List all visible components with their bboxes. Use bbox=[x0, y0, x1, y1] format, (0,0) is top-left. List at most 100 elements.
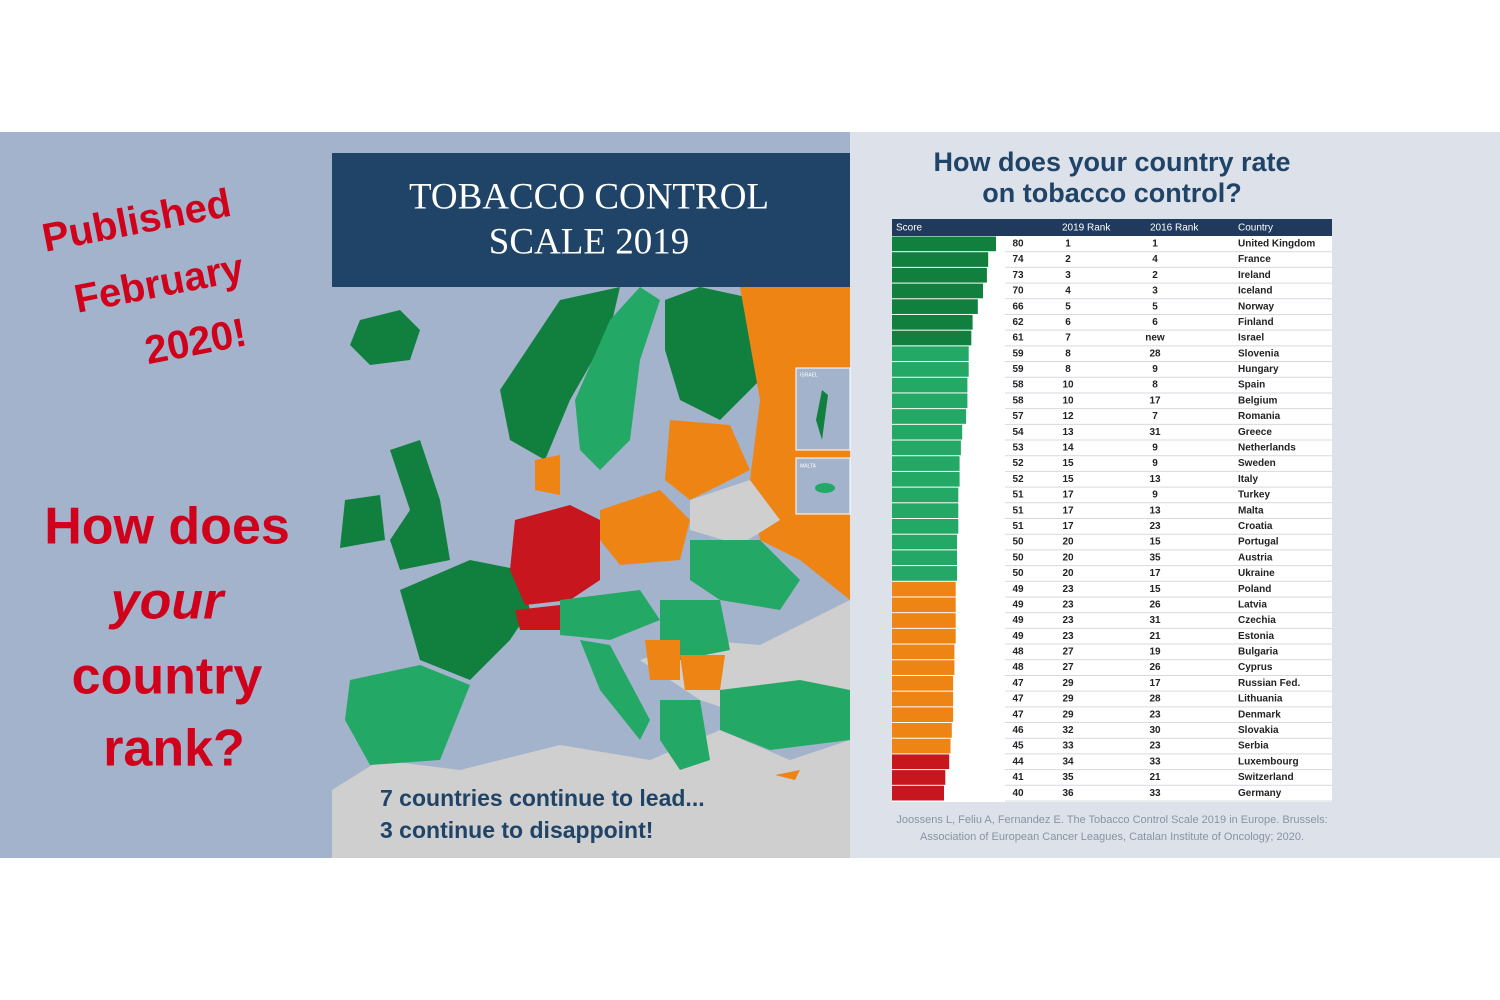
greece bbox=[660, 700, 710, 770]
score: 49 bbox=[1012, 615, 1024, 626]
country: Denmark bbox=[1238, 709, 1281, 720]
score-bar bbox=[892, 675, 954, 691]
question-line: How does bbox=[44, 498, 290, 556]
country: Slovenia bbox=[1238, 348, 1280, 359]
rank-2016: new bbox=[1145, 333, 1165, 344]
score-bar bbox=[892, 503, 959, 518]
rank-2019: 4 bbox=[1065, 286, 1071, 297]
score: 73 bbox=[1012, 270, 1024, 281]
country: Ukraine bbox=[1238, 568, 1275, 579]
score-bar bbox=[892, 236, 996, 252]
score: 51 bbox=[1012, 490, 1024, 501]
score: 70 bbox=[1012, 286, 1024, 297]
rank-2019: 33 bbox=[1062, 741, 1074, 752]
belarus bbox=[690, 480, 780, 545]
score-bar bbox=[892, 267, 987, 283]
rank-2019: 29 bbox=[1062, 694, 1074, 705]
score: 49 bbox=[1012, 631, 1024, 642]
iceland bbox=[350, 310, 420, 365]
score: 50 bbox=[1012, 552, 1024, 563]
score: 62 bbox=[1012, 317, 1024, 328]
score-bar bbox=[892, 471, 960, 487]
question-line: your bbox=[108, 573, 226, 631]
score-bar bbox=[892, 424, 963, 440]
ukraine bbox=[690, 540, 800, 610]
rank-2016: 23 bbox=[1149, 521, 1161, 532]
score-bar bbox=[892, 330, 972, 346]
rank-2016: 7 bbox=[1152, 411, 1158, 422]
score: 48 bbox=[1012, 647, 1024, 658]
rank-2016: 31 bbox=[1149, 615, 1161, 626]
country: Greece bbox=[1238, 427, 1272, 438]
central bbox=[560, 590, 660, 640]
score: 52 bbox=[1012, 458, 1024, 469]
country: Ireland bbox=[1238, 270, 1271, 281]
map-caption: 7 countries continue to lead... bbox=[380, 785, 705, 811]
score-bar bbox=[892, 346, 969, 362]
score-bar bbox=[892, 534, 957, 550]
rank-2019: 20 bbox=[1062, 537, 1074, 548]
rank-2019: 23 bbox=[1062, 584, 1074, 595]
country: Estonia bbox=[1238, 631, 1275, 642]
table: Score 2019 Rank 2016 Rank Country 80 1 1 United… bbox=[892, 223, 1332, 802]
score-bar bbox=[892, 770, 946, 785]
map-title: SCALE 2019 bbox=[489, 221, 689, 262]
score: 59 bbox=[1012, 348, 1024, 359]
score-bar bbox=[892, 314, 973, 330]
rank-2019: 15 bbox=[1062, 474, 1074, 485]
sweden bbox=[575, 287, 660, 470]
rank-2016: 33 bbox=[1149, 756, 1161, 767]
score-bar bbox=[892, 754, 950, 770]
column-header: Country bbox=[1238, 223, 1273, 234]
rank-2016: 13 bbox=[1149, 474, 1161, 485]
country: Germany bbox=[1238, 788, 1282, 799]
rank-2016: 26 bbox=[1149, 599, 1161, 610]
rank-2016: 17 bbox=[1149, 568, 1161, 579]
rank-2016: 35 bbox=[1149, 552, 1161, 563]
citation: Joossens L, Feliu A, Fernandez E. The To… bbox=[896, 814, 1327, 826]
map-title-box bbox=[332, 153, 850, 287]
map-title: TOBACCO CONTROL bbox=[409, 176, 769, 217]
rank-2019: 20 bbox=[1062, 568, 1074, 579]
score-bar bbox=[892, 362, 969, 377]
bulgaria bbox=[680, 655, 725, 690]
country: Czechia bbox=[1238, 615, 1276, 626]
score: 44 bbox=[1012, 756, 1024, 767]
cyprus bbox=[775, 770, 800, 780]
panel-title: How does your country rate bbox=[933, 147, 1290, 177]
country: Malta bbox=[1238, 505, 1264, 516]
inset-label: ISRAEL bbox=[800, 372, 818, 378]
score: 74 bbox=[1012, 254, 1024, 265]
rank-2016: 9 bbox=[1152, 364, 1158, 375]
score-bar bbox=[892, 283, 983, 299]
country: Norway bbox=[1238, 301, 1275, 312]
score-bar bbox=[892, 628, 956, 644]
score-bar bbox=[892, 440, 961, 456]
panel-title: on tobacco control? bbox=[982, 178, 1242, 208]
iberia bbox=[345, 665, 470, 765]
rank-2019: 14 bbox=[1062, 443, 1074, 454]
country: Iceland bbox=[1238, 286, 1272, 297]
question-line: country bbox=[72, 648, 263, 706]
rank-2016: 28 bbox=[1149, 348, 1161, 359]
rank-2019: 29 bbox=[1062, 678, 1074, 689]
question-line: rank? bbox=[103, 720, 245, 778]
rank-2019: 1 bbox=[1065, 238, 1071, 249]
map-caption: 3 continue to disappoint! bbox=[380, 817, 653, 843]
rank-2019: 23 bbox=[1062, 615, 1074, 626]
rank-2019: 20 bbox=[1062, 552, 1074, 563]
inset-label: MALTA bbox=[800, 463, 817, 469]
score-bar bbox=[892, 456, 960, 471]
rank-2019: 13 bbox=[1062, 427, 1074, 438]
score-bar bbox=[892, 581, 956, 597]
rank-2019: 36 bbox=[1062, 788, 1074, 799]
country: Belgium bbox=[1238, 395, 1278, 406]
rank-2019: 35 bbox=[1062, 772, 1074, 783]
country: Netherlands bbox=[1238, 443, 1296, 454]
score: 54 bbox=[1012, 427, 1024, 438]
score: 40 bbox=[1012, 788, 1024, 799]
rank-2016: 9 bbox=[1152, 458, 1158, 469]
score: 51 bbox=[1012, 505, 1024, 516]
rank-2016: 9 bbox=[1152, 443, 1158, 454]
